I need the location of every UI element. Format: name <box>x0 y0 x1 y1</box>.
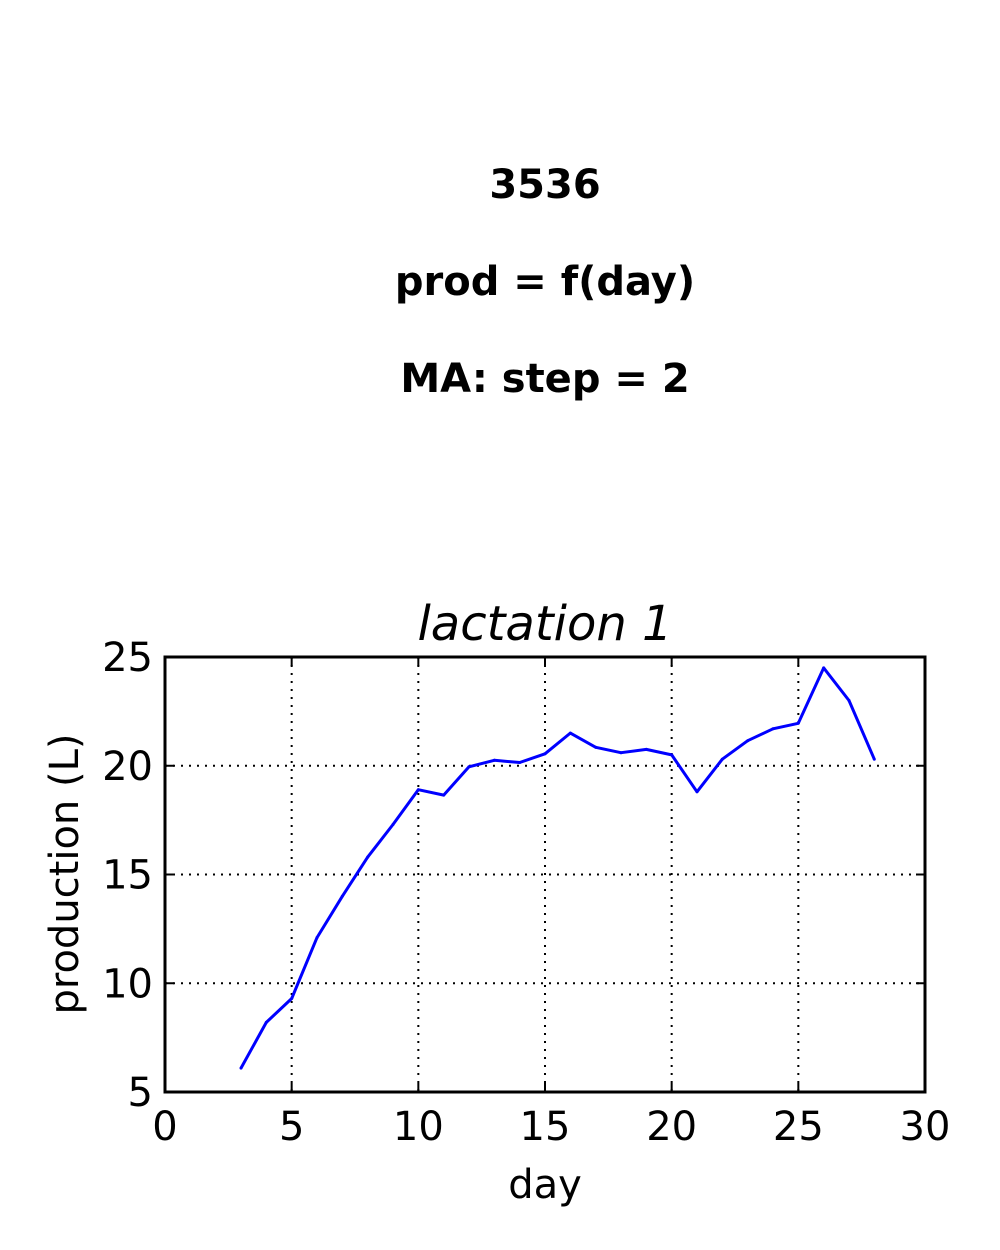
data-point <box>492 758 496 762</box>
y-tick-label: 20 <box>102 744 153 790</box>
series-line <box>239 666 876 1069</box>
data-point <box>670 753 674 757</box>
y-tick-label: 10 <box>102 961 153 1007</box>
x-tick-label: 0 <box>152 1104 177 1150</box>
data-point <box>822 666 826 670</box>
data-point <box>442 793 446 797</box>
tick-marks <box>164 656 926 1093</box>
figure-title: 3536 prod = f(day) MA: step = 2 <box>395 162 695 402</box>
x-tick-label: 5 <box>279 1104 304 1150</box>
data-point <box>796 721 800 725</box>
data-point <box>872 757 876 761</box>
data-point <box>847 699 851 702</box>
data-point <box>391 823 395 826</box>
data-point <box>720 757 724 761</box>
y-tick-label: 5 <box>128 1070 153 1116</box>
data-point <box>416 788 420 792</box>
data-point <box>467 765 471 769</box>
data-point <box>315 936 319 940</box>
data-point <box>518 761 522 764</box>
data-point <box>746 739 750 743</box>
chart-title: lactation 1 <box>417 596 672 652</box>
x-tick-label: 30 <box>900 1104 951 1150</box>
data-point <box>264 1020 268 1024</box>
data-point <box>644 747 648 751</box>
y-tick-label: 25 <box>102 635 153 681</box>
data-point <box>543 752 547 756</box>
data-point <box>619 751 623 755</box>
data-point <box>594 745 598 749</box>
figure-title-line-1: 3536 <box>489 162 600 208</box>
x-tick-label: 25 <box>773 1104 824 1150</box>
data-point <box>695 790 699 794</box>
data-point <box>290 997 294 1000</box>
x-tick-label: 10 <box>393 1104 444 1150</box>
grid <box>165 657 925 1092</box>
x-tick-label: 15 <box>520 1104 571 1150</box>
figure-title-line-3: MA: step = 2 <box>400 356 689 402</box>
y-axis-label: production (L) <box>42 734 88 1015</box>
series-group <box>239 666 876 1070</box>
figure-title-line-2: prod = f(day) <box>395 259 695 305</box>
data-point <box>239 1066 243 1070</box>
data-point <box>340 894 344 898</box>
x-tick-label: 20 <box>646 1104 697 1150</box>
y-tick-labels: 5 10 15 20 25 <box>102 635 153 1116</box>
y-tick-label: 15 <box>102 853 153 899</box>
x-axis-label: day <box>508 1162 582 1208</box>
data-point <box>771 727 775 731</box>
x-tick-labels: 0 5 10 15 20 25 30 <box>152 1104 950 1150</box>
data-point <box>366 855 370 859</box>
data-point <box>568 731 572 735</box>
